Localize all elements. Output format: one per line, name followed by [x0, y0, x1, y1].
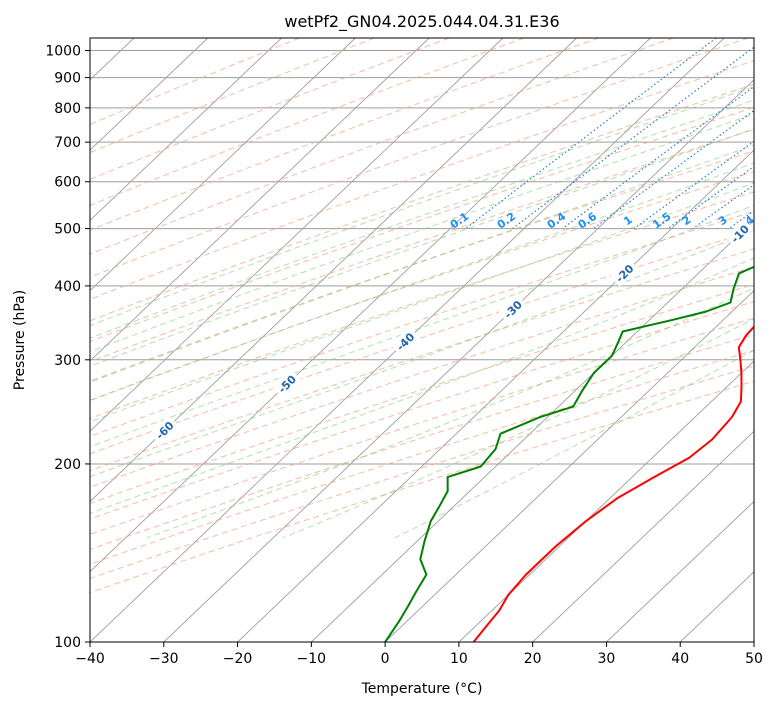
x-tick-label: 30 — [598, 651, 616, 667]
x-tick-label: 10 — [450, 651, 468, 667]
y-tick-label: 100 — [54, 635, 81, 651]
mixing-ratio-line — [465, 38, 717, 230]
moist-adiabat-line — [90, 86, 754, 327]
isotherm-line — [90, 38, 651, 573]
dry-adiabat-line — [90, 283, 754, 504]
x-tick-label: −20 — [223, 651, 253, 667]
isotherm-line — [90, 38, 209, 151]
x-tick-label: −40 — [75, 651, 105, 667]
plot-frame — [89, 37, 755, 643]
isotherm-label-bg — [725, 218, 754, 248]
dry-adiabat-line — [90, 150, 754, 382]
y-tick-label: 800 — [54, 101, 81, 117]
moist-adiabat-line — [394, 349, 754, 539]
dry-adiabat-line — [90, 38, 525, 206]
x-tick-label: 0 — [381, 651, 390, 667]
isotherm-line — [237, 149, 754, 642]
moist-adiabat-line — [90, 204, 754, 448]
y-tick-label: 400 — [54, 279, 81, 295]
x-tick-label: −10 — [297, 651, 327, 667]
y-tick-label: 600 — [54, 175, 81, 191]
profile-series — [384, 265, 754, 642]
isotherm-line — [532, 430, 754, 642]
y-tick-label: 900 — [54, 71, 81, 87]
chart-title: wetPf2_GN04.2025.044.04.31.E36 — [284, 12, 559, 32]
temperature-line — [472, 325, 754, 642]
y-axis-label: Pressure (hPa) — [12, 290, 28, 390]
isotherm-label-bg — [498, 294, 527, 323]
y-tick-label: 300 — [54, 353, 81, 369]
dry-adiabat-line — [90, 380, 754, 594]
x-tick-label: −30 — [149, 651, 179, 667]
y-tick-label: 700 — [54, 135, 81, 151]
isotherm-label-bg — [272, 369, 301, 398]
moist-adiabat-line — [90, 144, 754, 383]
moist-adiabat-line — [90, 257, 754, 514]
moist-adiabat-line — [90, 113, 754, 353]
y-tick-label: 500 — [54, 222, 81, 238]
dry-adiabat-line — [90, 229, 754, 455]
y-tick-label: 1000 — [45, 44, 81, 60]
isotherm-line — [90, 38, 577, 503]
mixing-ratio-line — [562, 85, 754, 230]
dry-adiabat-line — [90, 60, 754, 300]
mixing-ratio-line — [667, 165, 754, 230]
moist-adiabat-line — [90, 128, 754, 367]
x-tick-label: 50 — [745, 651, 763, 667]
x-tick-label: 40 — [671, 651, 689, 667]
mixing-ratio-line — [593, 109, 754, 230]
mixing-ratio-label: 4 — [743, 213, 757, 228]
x-axis-label: Temperature (°C) — [361, 681, 483, 697]
x-tick-label: 20 — [524, 651, 542, 667]
dry-adiabat-line — [90, 38, 599, 231]
isotherm-line — [163, 79, 754, 642]
dry-adiabat-line — [90, 171, 754, 401]
dry-adiabat-line — [90, 38, 749, 278]
dewpoint-line — [384, 265, 754, 642]
axis-ticks: −40 −30 −20 −10 0 10 20 30 40 50 100 200 300 400 500 60… — [45, 44, 763, 667]
dry-adiabat-line — [90, 38, 375, 154]
dry-adiabat-line — [90, 365, 754, 580]
dry-adiabat-line — [90, 191, 754, 420]
isotherm-label-bg — [609, 258, 639, 287]
isotherm-line — [90, 38, 356, 292]
y-tick-label: 200 — [54, 457, 81, 473]
isotherm-line — [90, 38, 504, 432]
isotherm-line — [458, 360, 754, 642]
isotherm-line — [90, 38, 282, 222]
isotherm-label-bg — [390, 326, 419, 356]
dry-adiabat-line — [90, 38, 300, 125]
dry-adiabat-line — [90, 333, 754, 550]
isotherm-line — [606, 500, 754, 642]
dry-adiabat-line — [90, 301, 754, 520]
isotherm-label-bg — [149, 415, 179, 444]
isotherm-line — [384, 290, 754, 642]
dry-adiabat-line — [90, 38, 674, 255]
dry-adiabat-line — [90, 248, 754, 472]
